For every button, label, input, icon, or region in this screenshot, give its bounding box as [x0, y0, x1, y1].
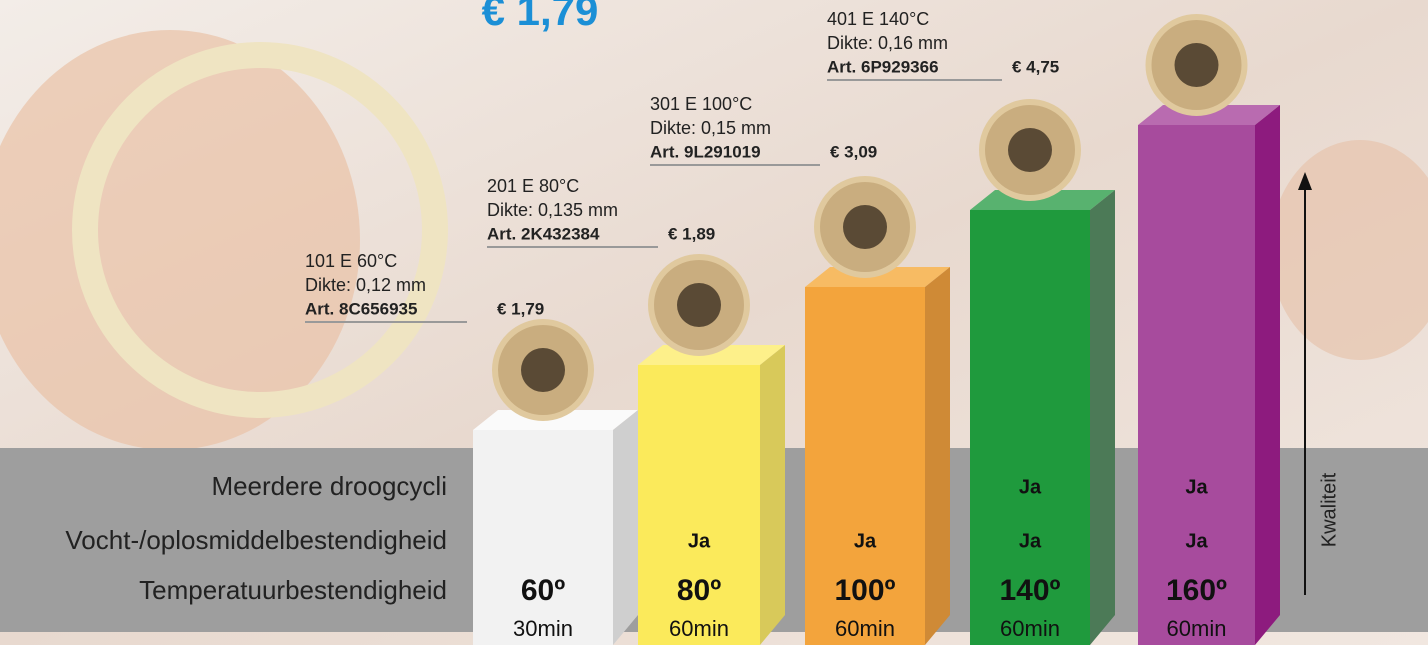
product-article: Art. 6P929366	[827, 57, 939, 76]
drying-value: Ja	[1019, 476, 1042, 498]
column-front	[1138, 125, 1255, 645]
moisture-value: Ja	[688, 530, 711, 552]
time-value: 30min	[513, 616, 573, 641]
product-price: € 3,09	[830, 142, 877, 161]
product-name: 101 E 60°C	[305, 251, 397, 271]
product-name: 301 E 100°C	[650, 94, 752, 114]
moisture-value: Ja	[1185, 530, 1208, 552]
product-thickness: Dikte: 0,12 mm	[305, 275, 426, 295]
product-article: Art. 2K432384	[487, 224, 600, 243]
temperature-value: 100º	[834, 574, 895, 607]
time-value: 60min	[1167, 616, 1227, 641]
column-side	[925, 267, 950, 645]
time-value: 60min	[835, 616, 895, 641]
moisture-value: Ja	[854, 530, 877, 552]
moisture-value: Ja	[1019, 530, 1042, 552]
product-thickness: Dikte: 0,15 mm	[650, 118, 771, 138]
top-price: € 1,79	[482, 0, 599, 34]
temperature-value: 60º	[521, 574, 565, 607]
row-label: Vocht-/oplosmiddelbestendigheid	[65, 525, 447, 555]
product-name: 401 E 140°C	[827, 9, 929, 29]
tape-core	[677, 283, 721, 327]
product-thickness: Dikte: 0,135 mm	[487, 200, 618, 220]
product-price: € 1,79	[497, 299, 544, 318]
product-article: Art. 8C656935	[305, 299, 417, 318]
product-name: 201 E 80°C	[487, 176, 579, 196]
temperature-value: 80º	[677, 574, 721, 607]
column-front	[473, 430, 613, 645]
product-thickness: Dikte: 0,16 mm	[827, 33, 948, 53]
temperature-value: 160º	[1166, 574, 1227, 607]
column-side	[1090, 190, 1115, 645]
tape-core	[1175, 43, 1219, 87]
temperature-value: 140º	[999, 574, 1060, 607]
time-value: 60min	[1000, 616, 1060, 641]
row-label: Meerdere droogcycli	[211, 471, 447, 501]
drying-value: Ja	[1185, 476, 1208, 498]
tape-core	[521, 348, 565, 392]
product-price: € 1,89	[668, 224, 715, 243]
time-value: 60min	[669, 616, 729, 641]
row-label: Temperatuurbestendigheid	[139, 575, 447, 605]
column-side	[760, 345, 785, 645]
infographic: € 1,79 Meerdere droogcycli Vocht-/oplosmi…	[0, 0, 1428, 645]
tape-core	[843, 205, 887, 249]
column-side	[1255, 105, 1280, 645]
quality-label: Kwaliteit	[1318, 472, 1340, 547]
column-side	[613, 410, 638, 645]
product-article: Art. 9L291019	[650, 142, 761, 161]
tape-core	[1008, 128, 1052, 172]
product-price: € 4,75	[1012, 57, 1059, 76]
